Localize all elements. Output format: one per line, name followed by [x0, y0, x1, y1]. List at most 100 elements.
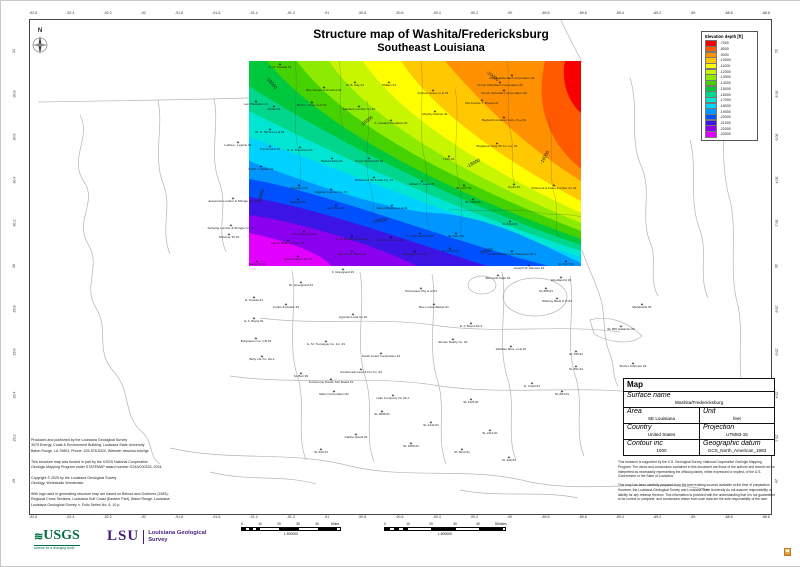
usgs-wave-icon: ≋ — [34, 530, 43, 543]
longitude-tick: -89.2 — [652, 11, 662, 15]
scalebar-segment — [403, 528, 408, 530]
scalebar-segment — [479, 528, 503, 530]
river-overlay — [366, 100, 378, 248]
scalebar-segment — [399, 528, 403, 530]
parish-line-overlay — [454, 88, 464, 267]
surface-name-label: Surface name — [627, 392, 671, 399]
longitude-tick: -92 — [140, 11, 146, 15]
scalebar-segment — [246, 528, 249, 530]
legend-row: -23000 — [705, 131, 755, 138]
coastline — [209, 471, 579, 499]
longitude-tick: -92.6 — [29, 11, 38, 15]
parish-line — [689, 139, 709, 299]
legend-value: -9000 — [719, 52, 729, 57]
area-cell: Area SE Louisiana — [624, 408, 699, 423]
legend-title: Elevation depth [ft] — [705, 34, 743, 39]
usgs-logo: ≋ USGS science for a changing world — [34, 528, 80, 550]
projection-cell: Projection UTM83-15 — [699, 424, 774, 439]
scalebar-segment — [260, 528, 279, 530]
scalebar-tick: 20 — [277, 522, 281, 526]
parish-line-overlay — [548, 118, 560, 238]
unit-value: feet — [733, 416, 741, 421]
parish-line — [157, 99, 171, 255]
legend-value: -11000 — [719, 64, 731, 69]
coastline — [169, 447, 711, 491]
legend-value: -16000 — [719, 92, 731, 97]
scalebar-segment — [431, 528, 456, 530]
scalebar-segment — [385, 528, 390, 530]
usgs-wordmark: ≋ USGS — [34, 528, 80, 544]
svg-text:N: N — [38, 28, 42, 34]
area-value: SE Louisiana — [647, 416, 676, 421]
legend-value: -7000 — [719, 41, 729, 46]
longitude-tick: -88.8 — [724, 515, 733, 519]
logo-divider — [143, 529, 145, 544]
longitude-tick: -90 — [507, 515, 513, 519]
scalebar-km-bar — [241, 527, 341, 531]
parish-line — [431, 273, 447, 465]
usgs-name: USGS — [43, 528, 80, 543]
country-cell: Country United States — [624, 424, 699, 439]
longitude-tick: -89.4 — [615, 515, 624, 519]
longitude-tick: -91.6 — [212, 11, 221, 15]
lake-borgne — [589, 317, 643, 343]
longitude-tick: -89 — [690, 515, 696, 519]
map-info-table: Map Surface name Washita/Fredericksburg … — [623, 378, 775, 456]
lsu-wordmark: LSU — [107, 528, 140, 544]
scalebar-segment — [242, 528, 246, 530]
scalebar-segment — [456, 528, 479, 530]
legend-value: -19000 — [719, 109, 731, 114]
compass-rose: N — [31, 25, 49, 62]
legend-value: -10000 — [719, 58, 731, 63]
latitude-tick: 30 — [774, 264, 778, 268]
contour-cell: Contour inc 1000 — [624, 440, 699, 455]
info-header: Map — [627, 380, 643, 389]
latitude-tick: 29.4 — [12, 391, 16, 399]
title-line2: Southeast Louisiana — [377, 41, 485, 54]
longitude-tick: -91 — [323, 11, 330, 15]
datum-label: Geographic datum — [703, 440, 761, 447]
longitude-tick: -91.8 — [174, 11, 184, 15]
usgs-tagline: science for a changing world — [34, 544, 80, 550]
scalebar-tick: 40 — [315, 522, 319, 526]
parish-boundaries — [37, 20, 745, 499]
band--23000 — [249, 233, 331, 266]
longitude-tick: -90.4 — [432, 11, 441, 15]
map-frame — [29, 19, 772, 515]
scalebar-tick: 50miles — [494, 522, 507, 526]
scalebar-tick: 30 — [453, 522, 457, 526]
latitude-tick: 30.6 — [12, 133, 16, 141]
legend-value: -15000 — [719, 86, 731, 91]
datum-cell: Geographic datum GCS_North_American_1983 — [699, 440, 774, 455]
longitude-tick: -92.2 — [103, 11, 112, 15]
legend-value: -18000 — [719, 103, 731, 108]
latitude-tick: 29.6 — [774, 348, 778, 356]
longitude-tick: -90 — [507, 11, 513, 15]
parish-line — [229, 375, 651, 395]
info-row-contour-datum: Contour inc 1000 Geographic datum GCS_No… — [624, 439, 774, 455]
scalebar-miles-bar — [384, 527, 506, 531]
country-value: United States — [647, 432, 676, 437]
latitude-tick: 30.8 — [12, 90, 16, 98]
scalebar-tick: 10 — [258, 522, 262, 526]
scalebar-segment — [318, 528, 337, 530]
legend-value: -14000 — [719, 81, 731, 86]
parish-line — [359, 271, 375, 463]
longitude-tick: -90.6 — [395, 515, 404, 519]
latitude-tick: 30.4 — [774, 176, 778, 184]
scalebar-segment — [408, 528, 431, 530]
scalebar-miles: 0 10 20 30 40 50miles 1:500000 — [384, 522, 507, 536]
longitude-tick: -89.8 — [541, 515, 550, 519]
title-line1: Structure map of Washita/Fredericksburg — [313, 27, 549, 41]
latitude-labels-left: 31 30.8 30.6 30.4 30.2 30 29.8 29.6 29.4 29.2 29 — [9, 19, 19, 513]
projection-value: UTM83-15 — [726, 432, 748, 437]
scalebar-segment — [256, 528, 260, 530]
scalebar-km-ratio: 1:500000 — [283, 532, 299, 537]
info-row-country-projection: Country United States Projection UTM83-1… — [624, 423, 774, 439]
state-line — [37, 97, 251, 103]
latitude-tick: 31 — [774, 49, 778, 53]
longitude-tick: -91.2 — [286, 11, 295, 15]
latitude-tick: 29.8 — [12, 305, 16, 313]
longitude-tick: -90.4 — [432, 515, 441, 519]
longitude-tick: -90.2 — [469, 515, 479, 519]
